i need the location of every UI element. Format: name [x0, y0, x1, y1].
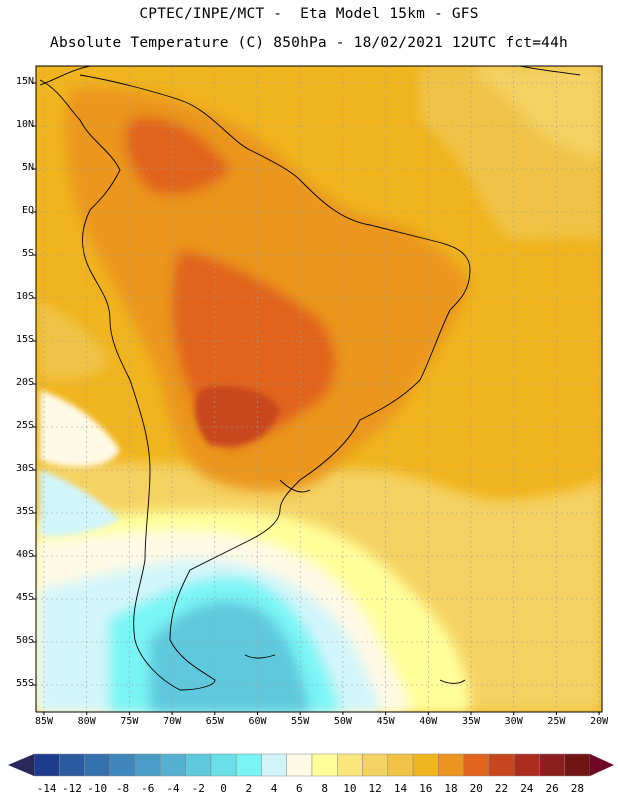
latitude-label: 25S: [15, 420, 34, 431]
longitude-label: 80W: [77, 716, 96, 727]
colorbar-swatch: [362, 753, 389, 777]
colorbar-swatch: [134, 753, 161, 777]
latitude-label: 5N: [21, 162, 34, 173]
colorbar-label: 20: [469, 782, 483, 795]
coastline: [39, 66, 581, 691]
longitude-label: 50W: [333, 716, 352, 727]
colorbar-label: 14: [393, 782, 408, 795]
colorbar-swatch: [109, 753, 136, 777]
colorbar-swatch: [33, 753, 60, 777]
central-america: [39, 66, 91, 86]
colorbar-swatch: [261, 753, 287, 777]
colorbar-label: -4: [166, 782, 180, 795]
colorbar-label: 2: [245, 782, 253, 795]
latitude-label: 40S: [15, 549, 34, 560]
colorbar-label: -10: [87, 782, 108, 795]
field-22-24-north: [126, 118, 230, 194]
longitude-label: 40W: [419, 716, 438, 727]
colorbar-label: -2: [191, 782, 205, 795]
colorbar-label: 6: [296, 782, 303, 795]
colorbar-swatch: [185, 753, 212, 777]
latitude-label: 10N: [15, 119, 34, 130]
latitude-label: 15N: [15, 76, 34, 87]
colorbar-swatch: [286, 753, 313, 777]
field-6-8-pacific: [40, 390, 120, 467]
colorbar-label: 24: [520, 782, 534, 795]
colorbar-label: -8: [115, 782, 130, 795]
latitude-label: 20S: [15, 377, 34, 388]
colorbar-swatch: [463, 753, 490, 777]
latitude-label: 5S: [21, 248, 34, 259]
longitude-label: 35W: [461, 716, 481, 727]
longitude-label: 25W: [547, 716, 566, 727]
longitude-label: 70W: [163, 716, 182, 727]
temperature-field: [36, 66, 602, 712]
colorbar-over-arrow: [590, 754, 614, 776]
colorbar-swatch: [513, 753, 540, 777]
field-4-6-pacific: [40, 470, 120, 537]
latitude-label: 10S: [15, 291, 34, 302]
latitude-label: 50S: [15, 635, 34, 646]
longitude-label: 45W: [376, 716, 395, 727]
south-america-outline: [39, 74, 471, 691]
colorbar-under-arrow: [8, 754, 34, 776]
colorbar-swatch: [564, 753, 591, 777]
rio-de-la-plata: [279, 479, 311, 493]
colorbar-label: 4: [270, 782, 278, 795]
latitude-label: EQ: [21, 205, 34, 216]
caribbean-islands: [519, 66, 581, 76]
field-24-26: [194, 386, 280, 447]
colorbar-label: 22: [494, 782, 509, 795]
colorbar-swatch: [438, 753, 464, 777]
chart-title-line1: CPTEC/INPE/MCT - Eta Model 15km - GFS: [139, 6, 479, 22]
longitude-label: 75W: [120, 716, 139, 727]
colorbar-swatch: [235, 753, 262, 777]
colorbar-label: 12: [368, 782, 382, 795]
latitude-label: 55S: [15, 678, 34, 689]
falklands: [244, 654, 276, 659]
field-14-16-north: [470, 66, 602, 160]
longitude-label: 60W: [248, 716, 267, 727]
colorbar-label: 10: [343, 782, 357, 795]
latitude-label: 35S: [15, 506, 34, 517]
colorbar-swatch: [387, 753, 414, 777]
longitude-label: 55W: [291, 716, 310, 727]
colorbar-swatch: [311, 753, 338, 777]
colorbar-swatch: [412, 753, 439, 777]
chart-title-line2: Absolute Temperature (C) 850hPa - 18/02/…: [50, 35, 568, 51]
colorbar-label: -12: [61, 782, 82, 795]
field-0-2: [150, 601, 310, 712]
latitude-label: 15S: [15, 334, 34, 345]
colorbar: [8, 753, 614, 777]
colorbar-swatch: [59, 753, 85, 777]
colorbar-label: 28: [570, 782, 584, 795]
axis-ticks: [33, 82, 600, 715]
latitude-label: 45S: [15, 592, 34, 603]
colorbar-swatch: [84, 753, 111, 777]
graticule: [36, 66, 602, 712]
colorbar-swatch: [488, 753, 515, 777]
longitude-label: 65W: [205, 716, 224, 727]
colorbar-label: 8: [321, 782, 328, 795]
longitude-label: 20W: [590, 716, 609, 727]
colorbar-label: 18: [444, 782, 458, 795]
colorbar-label: 26: [545, 782, 559, 795]
field-16-18-pacific: [36, 300, 110, 380]
colorbar-swatch: [539, 753, 565, 777]
longitude-label: 30W: [504, 716, 523, 727]
colorbar-label: -6: [141, 782, 155, 795]
colorbar-label: 0: [220, 782, 227, 795]
colorbar-swatch: [160, 753, 186, 777]
colorbar-label: -14: [36, 782, 57, 795]
south-georgia: [439, 679, 466, 684]
latitude-label: 30S: [15, 463, 34, 474]
colorbar-swatch: [337, 753, 363, 777]
longitude-label: 85W: [34, 716, 54, 727]
colorbar-label: 16: [419, 782, 433, 795]
colorbar-swatch: [210, 753, 237, 777]
map-frame: [35, 65, 603, 713]
